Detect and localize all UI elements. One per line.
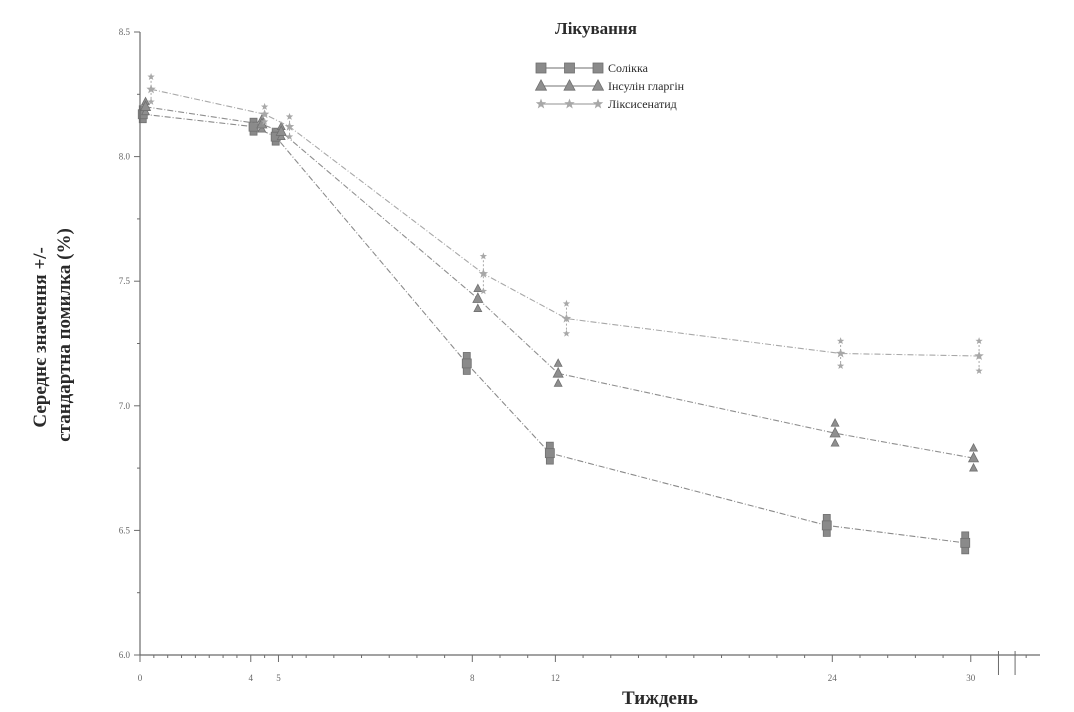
- error-cap-lower: [260, 117, 269, 125]
- y-axis-title-line-2: стандартна помилка (%): [54, 228, 75, 442]
- x-tick-label: 8: [470, 673, 475, 683]
- error-cap-upper: [961, 531, 970, 540]
- legend-marker: [564, 62, 575, 74]
- error-cap-lower: [969, 462, 979, 472]
- legend-marker: [534, 78, 548, 91]
- y-tick-label: 6.5: [119, 525, 131, 535]
- legend-marker: [535, 62, 547, 74]
- legend-label: Ліксисенатид: [608, 97, 677, 111]
- data-point: [544, 448, 555, 459]
- error-cap-lower: [147, 97, 155, 105]
- x-tick-label: 24: [828, 673, 838, 683]
- data-point: [259, 109, 270, 119]
- data-point: [967, 451, 980, 463]
- error-cap-lower: [276, 131, 286, 141]
- error-cap-upper: [285, 112, 294, 120]
- data-point: [275, 125, 287, 136]
- error-cap-lower: [830, 437, 840, 447]
- legend-marker: [592, 98, 604, 109]
- y-tick-label: 8.5: [119, 27, 131, 37]
- data-point: [835, 348, 846, 358]
- y-axis-title: Середнє значення +/- стандартна помилка …: [30, 228, 75, 442]
- x-ticks: 0 4 5 8 12 24 30: [138, 651, 1027, 683]
- data-point: [552, 366, 564, 378]
- data-point: [472, 292, 484, 303]
- error-cap-lower: [479, 287, 488, 295]
- x-tick-label: 0: [138, 673, 143, 683]
- error-cap-upper: [147, 73, 155, 80]
- data-point: [561, 313, 572, 323]
- error-cap-lower: [257, 123, 267, 133]
- error-cap-upper: [975, 337, 983, 345]
- error-cap-upper: [836, 337, 845, 345]
- data-point: [478, 268, 489, 278]
- error-cap-lower: [462, 367, 471, 375]
- data-point: [139, 100, 152, 111]
- error-cap-lower: [562, 329, 571, 337]
- error-cap-upper: [479, 252, 488, 260]
- y-tick-label: 7.5: [119, 276, 131, 286]
- error-cap-lower: [822, 528, 831, 537]
- error-cap-lower: [975, 367, 983, 375]
- x-tick-label: 5: [276, 673, 281, 683]
- y-tick-label: 8.0: [119, 152, 131, 162]
- error-cap-upper: [822, 514, 831, 522]
- error-cap-upper: [473, 283, 483, 293]
- legend-marker: [535, 98, 547, 109]
- y-tick-label: 6.0: [119, 650, 131, 660]
- error-cap-lower: [961, 546, 970, 555]
- y-axis-title-line-1: Середнє значення +/-: [30, 247, 51, 427]
- error-cap-lower: [285, 132, 294, 140]
- error-cap-upper: [830, 418, 840, 427]
- legend-marker: [563, 78, 576, 91]
- error-cap-lower: [141, 106, 151, 116]
- data-point: [960, 537, 971, 548]
- x-tick-label: 12: [551, 673, 560, 683]
- data-point: [461, 358, 472, 369]
- x-tick-label: 30: [966, 673, 976, 683]
- error-cap-lower: [473, 303, 483, 312]
- data-point: [146, 84, 156, 94]
- data-point: [821, 520, 832, 531]
- error-cap-upper: [545, 441, 554, 450]
- x-tick-label: 4: [249, 673, 254, 683]
- data-point: [829, 426, 841, 438]
- y-ticks: 6.0 6.5 7.0 7.5 8.0 8.5: [119, 27, 140, 660]
- error-cap-upper: [562, 299, 571, 307]
- error-cap-upper: [462, 352, 471, 360]
- x-axis-title: Тиждень: [622, 688, 698, 709]
- legend-label: Солікка: [608, 61, 649, 75]
- legend-marker: [564, 98, 575, 109]
- series-line: [145, 106, 974, 459]
- legend: Лікування Солікка Інсулін гларгін Ліксисен…: [534, 19, 685, 111]
- legend-title: Лікування: [555, 19, 637, 38]
- legend-marker: [592, 62, 604, 74]
- series-line: [142, 113, 966, 544]
- y-tick-label: 7.0: [119, 401, 131, 411]
- error-cap-lower: [553, 378, 563, 387]
- error-cap-upper: [553, 358, 563, 367]
- series-layer: [137, 73, 984, 555]
- legend-marker: [591, 78, 605, 91]
- error-cap-upper: [969, 442, 979, 452]
- data-point: [284, 121, 295, 131]
- legend-label: Інсулін гларгін: [608, 79, 685, 93]
- error-cap-lower: [836, 362, 845, 370]
- error-cap-upper: [260, 102, 269, 110]
- error-cap-lower: [545, 456, 554, 465]
- data-point: [974, 351, 984, 360]
